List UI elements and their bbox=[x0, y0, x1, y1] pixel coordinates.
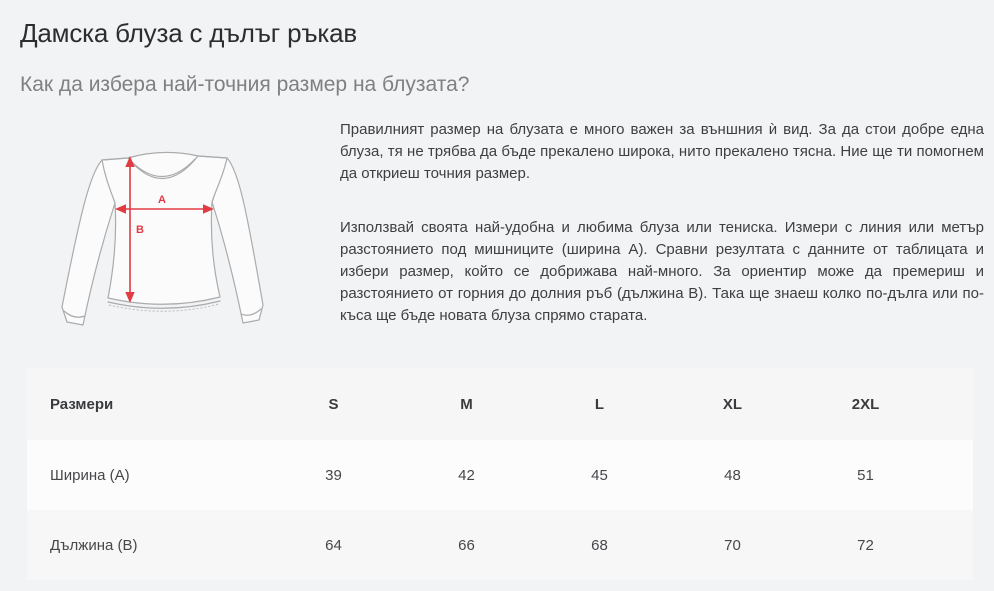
right-cuff-line bbox=[240, 308, 262, 316]
page-title: Дамска блуза с дълъг ръкав bbox=[20, 18, 358, 48]
row-spacer bbox=[932, 440, 973, 510]
shoulder-seam-right bbox=[197, 155, 228, 159]
size-table: Размери S M L XL 2XL Ширина (A) 39 42 45… bbox=[27, 368, 973, 580]
collar-inner-line bbox=[130, 158, 196, 178]
header-size-s: S bbox=[328, 395, 339, 413]
header-size-xl: XL bbox=[722, 395, 743, 413]
width-value-2xl: 51 bbox=[857, 466, 874, 484]
left-cuff-line bbox=[63, 310, 86, 318]
width-value-m: 42 bbox=[458, 466, 475, 484]
intro-text: Правилният размер на блузата е много важ… bbox=[340, 119, 984, 327]
length-value-2xl: 72 bbox=[857, 536, 874, 554]
header-size-m: M bbox=[460, 395, 473, 413]
header-sizes: Размери bbox=[50, 395, 114, 413]
blouse-size-diagram: A B bbox=[38, 115, 323, 350]
length-value-l: 68 bbox=[591, 536, 608, 554]
length-value-s: 64 bbox=[325, 536, 342, 554]
width-arrow-label: A bbox=[158, 194, 166, 206]
right-sleeve bbox=[211, 157, 264, 324]
header-spacer bbox=[932, 368, 973, 440]
width-value-s: 39 bbox=[325, 466, 342, 484]
length-arrow-b: B bbox=[125, 156, 144, 303]
shoulder-seam-left bbox=[101, 157, 129, 161]
length-arrow-label: B bbox=[136, 224, 144, 236]
left-sleeve bbox=[61, 159, 116, 326]
row-label-width: Ширина (A) bbox=[50, 466, 130, 484]
blouse-illustration: A B bbox=[61, 151, 264, 326]
page-subtitle: Как да избера най-точния размер на блуза… bbox=[20, 73, 470, 96]
header-size-l: L bbox=[594, 395, 605, 413]
header-size-2xl: 2XL bbox=[851, 395, 880, 413]
table-row-length: Дължина (B) 64 66 68 70 72 bbox=[27, 510, 973, 580]
intro-paragraph-1: Правилният размер на блузата е много важ… bbox=[340, 121, 984, 182]
row-spacer bbox=[932, 510, 973, 580]
row-label-length: Дължина (B) bbox=[50, 536, 138, 554]
length-value-m: 66 bbox=[458, 536, 475, 554]
length-value-xl: 70 bbox=[724, 536, 741, 554]
intro-paragraph-2: Използвай своята най-удобна и любима блу… bbox=[340, 219, 984, 324]
hem-line bbox=[107, 300, 221, 309]
width-value-l: 45 bbox=[591, 466, 608, 484]
width-value-xl: 48 bbox=[724, 466, 741, 484]
width-arrow-a: A bbox=[115, 194, 214, 214]
size-table-header-row: Размери S M L XL 2XL bbox=[27, 368, 973, 440]
table-row-width: Ширина (A) 39 42 45 48 51 bbox=[27, 440, 973, 510]
